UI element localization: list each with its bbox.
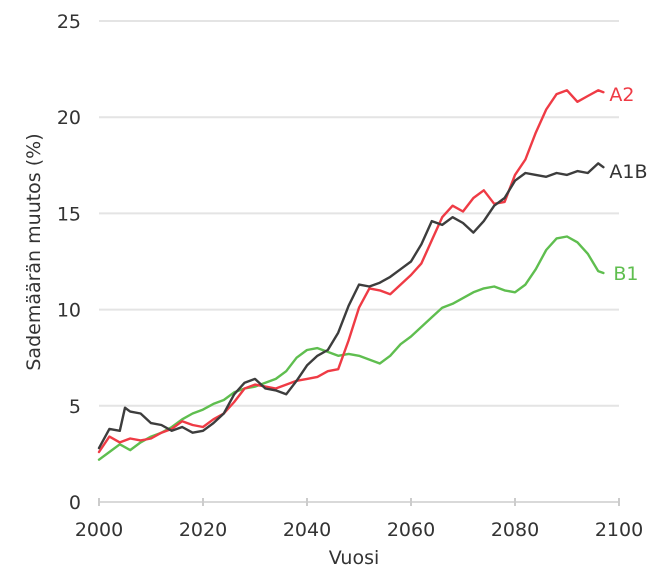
series-line-a1b: [97, 162, 605, 450]
x-tick-label: 2040: [283, 519, 331, 541]
series-label-b1: B1: [613, 263, 638, 285]
y-tick-label: 10: [57, 300, 81, 322]
x-tick-label: 2020: [179, 519, 227, 541]
y-axis-title: Sademäärän muutos (%): [23, 133, 45, 370]
y-axis-ticks: 0 5 10 15 20 25: [57, 11, 81, 514]
series-line-b1: [97, 235, 605, 461]
x-tick-label: 2100: [595, 519, 643, 541]
series-lines: [97, 89, 605, 461]
series-label-a1b: A1B: [609, 161, 647, 183]
series-labels: A2 A1B B1: [609, 84, 647, 285]
y-tick-label: 15: [57, 203, 81, 225]
x-tick-label: 2000: [75, 519, 123, 541]
series-line-a2: [97, 89, 605, 454]
y-tick-label: 5: [69, 396, 81, 418]
x-axis-ticks: 2000 2020 2040 2060 2080 2100: [75, 498, 643, 541]
x-tick-label: 2060: [387, 519, 435, 541]
series-label-a2: A2: [609, 84, 634, 106]
y-tick-label: 20: [57, 107, 81, 129]
x-axis-title: Vuosi: [329, 547, 380, 569]
x-tick-label: 2080: [491, 519, 539, 541]
y-tick-label: 0: [69, 492, 81, 514]
y-tick-label: 25: [57, 11, 81, 33]
